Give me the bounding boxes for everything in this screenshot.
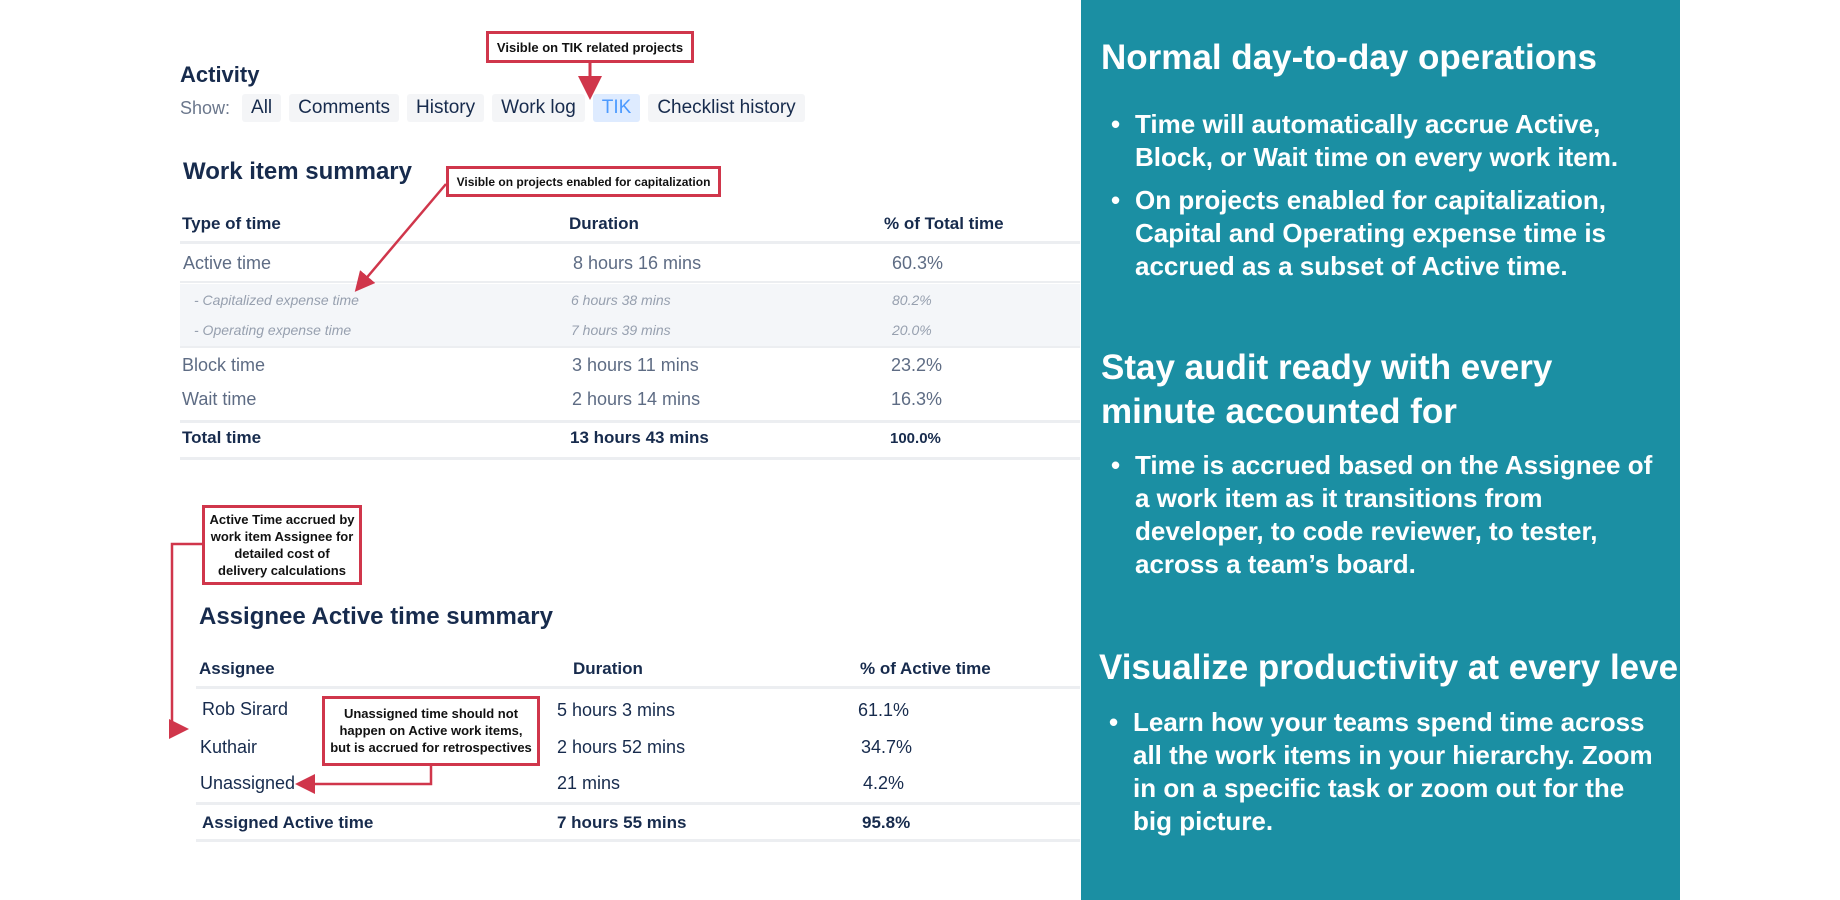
row-total-duration: 13 hours 43 mins: [570, 428, 709, 447]
bullet-glyph: •: [1111, 450, 1121, 480]
row-wait-type: Wait time: [182, 389, 257, 409]
tab-history[interactable]: History: [407, 94, 485, 122]
tab-work-log[interactable]: Work log: [492, 94, 585, 122]
row-opex-percent: 20.0%: [892, 322, 932, 338]
panel-bullet-text: On projects enabled for capitalization, …: [1135, 185, 1607, 281]
assignee-rob-percent: 61.1%: [858, 700, 910, 720]
header-type-of-time: Type of time: [182, 214, 281, 233]
arrow-assignee: [169, 542, 202, 739]
row-total-percent: 100.0%: [890, 430, 941, 447]
tab-all[interactable]: All: [242, 94, 282, 122]
panel-bullet: • Time will automatically accrue Active, …: [1111, 108, 1671, 174]
panel-bullet-text: Time is accrued based on the Assignee of…: [1135, 450, 1653, 579]
row-block-type: Block time: [182, 355, 266, 375]
arrow-unassigned: [295, 766, 433, 794]
row-active-percent: 60.3%: [892, 253, 944, 273]
assignee-unassigned-duration: 21 mins: [557, 773, 621, 793]
table-divider: [180, 420, 1080, 423]
table-divider: [180, 346, 1080, 348]
row-opex-duration: 7 hours 39 mins: [571, 322, 671, 338]
row-block-percent: 23.2%: [891, 355, 943, 375]
panel-heading-audit: Stay audit ready with every minute accou…: [1101, 348, 1553, 431]
row-total-type: Total time: [182, 428, 262, 447]
assignee-unassigned-name: Unassigned: [200, 773, 296, 793]
table-divider: [196, 839, 1080, 842]
show-label: Show:: [180, 97, 231, 118]
tab-comments[interactable]: Comments: [289, 94, 400, 122]
callout-tik: Visible on TIK related projects: [486, 31, 694, 63]
row-capex-percent: 80.2%: [892, 292, 932, 308]
table-divider: [180, 457, 1080, 460]
panel-bullet-text: Learn how your teams spend time across a…: [1133, 707, 1653, 836]
tab-checklist-history[interactable]: Checklist history: [648, 94, 805, 122]
header-assignee: Assignee: [199, 659, 275, 678]
row-capex-duration: 6 hours 38 mins: [571, 292, 671, 308]
assigned-total-duration: 7 hours 55 mins: [557, 813, 687, 832]
assignee-kuthair-duration: 2 hours 52 mins: [557, 737, 686, 757]
row-opex-type: - Operating expense time: [194, 322, 352, 338]
assignee-unassigned-percent: 4.2%: [863, 773, 905, 793]
panel-bullet: • Learn how your teams spend time across …: [1109, 706, 1669, 838]
header-percent-total: % of Total time: [884, 214, 1004, 233]
bullet-glyph: •: [1111, 185, 1121, 215]
activity-title: Activity: [180, 62, 260, 87]
assignee-kuthair-name: Kuthair: [200, 737, 258, 757]
table-divider: [180, 241, 1080, 244]
activity-tabs: Show: All Comments History Work log TIK …: [180, 93, 813, 123]
assignee-summary-title: Assignee Active time summary: [199, 603, 553, 630]
annotation-arrows: [169, 63, 602, 794]
row-active-duration: 8 hours 16 mins: [573, 253, 702, 273]
table-divider: [196, 802, 1080, 805]
table-divider: [180, 281, 1080, 283]
panel-list-productivity: • Learn how your teams spend time across …: [1109, 706, 1669, 848]
panel-list-operations: • Time will automatically accrue Active, …: [1111, 108, 1671, 293]
callout-unassigned: Unassigned time should not happen on Act…: [322, 696, 540, 766]
bullet-glyph: •: [1109, 707, 1119, 737]
row-capex-type: - Capitalized expense time: [194, 292, 359, 308]
row-block-duration: 3 hours 11 mins: [572, 355, 699, 375]
panel-heading-productivity: Visualize productivity at every level: [1099, 648, 1688, 687]
subrow-group: [180, 284, 1080, 346]
assigned-total-percent: 95.8%: [862, 813, 911, 832]
bullet-glyph: •: [1111, 109, 1121, 139]
panel-bullet: • Time is accrued based on the Assignee o…: [1111, 449, 1671, 581]
header-duration: Duration: [569, 214, 639, 233]
assigned-total-label: Assigned Active time: [202, 813, 374, 832]
assignee-rob-duration: 5 hours 3 mins: [557, 700, 676, 720]
callout-capitalization: Visible on projects enabled for capitali…: [446, 166, 721, 197]
callout-assignee: Active Time accrued by work item Assigne…: [202, 505, 362, 585]
table-divider: [196, 686, 1080, 689]
row-wait-duration: 2 hours 14 mins: [572, 389, 701, 409]
assignee-rob-name: Rob Sirard: [202, 699, 289, 719]
panel-bullet: • On projects enabled for capitalization,…: [1111, 184, 1671, 283]
header-percent-active: % of Active time: [860, 659, 991, 678]
panel-list-audit: • Time is accrued based on the Assignee o…: [1111, 449, 1671, 591]
arrow-capitalization: [354, 183, 447, 292]
row-active-type: Active time: [183, 253, 272, 273]
work-item-summary-title: Work item summary: [183, 158, 412, 185]
row-wait-percent: 16.3%: [891, 389, 943, 409]
header-asg-duration: Duration: [573, 659, 643, 678]
assignee-kuthair-percent: 34.7%: [861, 737, 913, 757]
tab-tik[interactable]: TIK: [592, 94, 641, 122]
panel-bullet-text: Time will automatically accrue Active, B…: [1135, 109, 1619, 172]
feature-panel: Normal day-to-day operations • Time will …: [1081, 0, 1688, 900]
panel-heading-operations: Normal day-to-day operations: [1101, 38, 1597, 77]
